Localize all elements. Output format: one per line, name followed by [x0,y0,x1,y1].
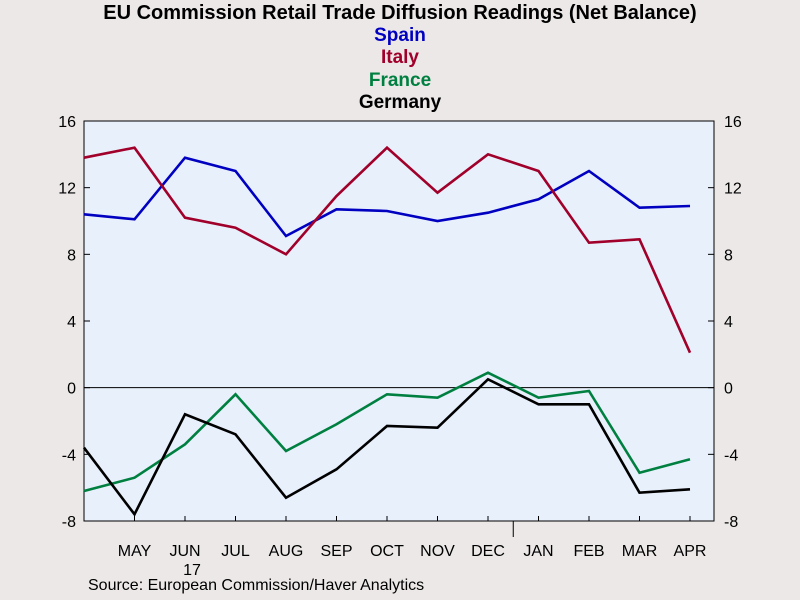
legend-france: France [368,69,432,91]
y-tick-label-right: -4 [724,447,738,464]
y-tick-label-left: 0 [67,381,76,398]
y-tick-label-left: -4 [62,447,76,464]
y-tick-label-left: 4 [67,314,76,331]
series-line-italy [83,145,692,354]
x-tick-label: JUN [169,543,200,560]
x-tick-label: FEB [573,543,604,560]
x-tick-label: AUG [269,543,304,560]
x-tick-label: NOV [420,543,455,560]
y-tick-label-right: -8 [724,514,738,531]
x-tick-label: DEC [471,543,505,560]
x-tick-label: JUL [221,543,250,560]
plot-area [83,120,715,522]
series-line-germany [82,377,691,517]
y-tick-label-left: -8 [62,514,76,531]
legend-germany: Germany [358,92,442,113]
y-tick-label-left: 8 [67,247,76,264]
legend-italy: Italy [380,47,420,68]
y-tick-label-right: 16 [724,114,742,131]
x-tick-label: JAN [523,543,553,560]
chart-title: EU Commission Retail Trade Diffusion Rea… [103,2,697,24]
x-tick-label: SEP [320,543,352,560]
x-tick-label: APR [674,543,707,560]
x-tick-label: OCT [370,543,404,560]
series-line-spain [83,156,691,238]
y-tick-label-right: 0 [724,381,733,398]
y-tick-label-right: 4 [724,314,733,331]
y-tick-label-right: 12 [724,181,742,198]
legend-spain: Spain [374,24,426,46]
year-label: 17 [183,562,201,579]
x-tick-label: MAY [118,543,152,560]
source-note: Source: European Commission/Haver Analyt… [88,577,425,594]
y-tick-label-left: 12 [58,181,76,198]
x-tick-label: MAR [622,543,658,560]
series-line-france [83,371,691,493]
y-tick-label-right: 8 [724,247,733,264]
y-tick-label-left: 16 [58,114,76,131]
